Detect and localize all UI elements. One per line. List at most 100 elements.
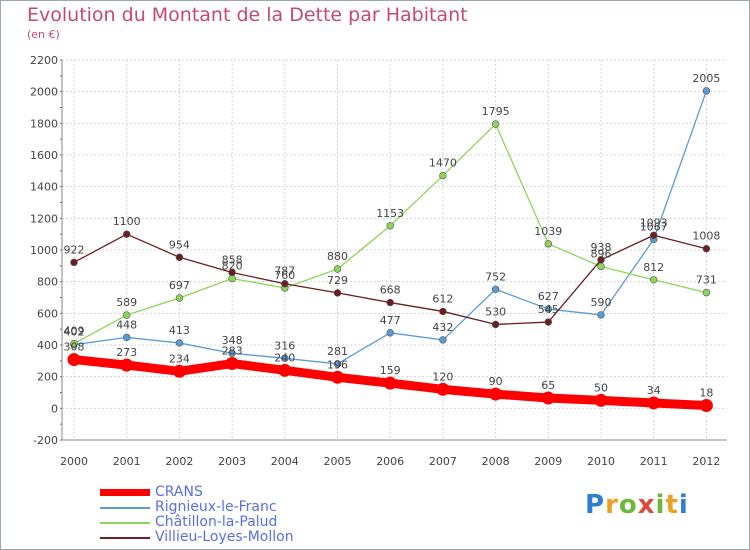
data-point xyxy=(386,298,394,307)
logo-letter: o xyxy=(618,490,638,520)
data-label: 954 xyxy=(169,238,190,251)
legend-label: Villieu-Loyes-Mollon xyxy=(155,529,294,545)
data-label: 880 xyxy=(327,250,348,263)
y-tick-label: 400 xyxy=(37,339,58,352)
data-point xyxy=(175,339,184,347)
y-tick-label: 600 xyxy=(37,307,58,320)
data-point xyxy=(70,258,78,267)
data-label: 545 xyxy=(538,303,559,316)
data-label: 240 xyxy=(274,351,295,364)
data-label: 812 xyxy=(643,261,664,274)
data-label: 18 xyxy=(699,386,713,399)
data-point xyxy=(597,256,605,264)
x-tick-label: 2001 xyxy=(113,455,141,468)
data-point xyxy=(597,262,605,271)
data-label: 413 xyxy=(169,324,190,337)
data-point xyxy=(439,336,447,344)
data-label: 612 xyxy=(432,292,453,305)
data-label: 120 xyxy=(432,370,453,383)
legend-swatch xyxy=(100,522,150,524)
data-point xyxy=(172,364,186,378)
data-point xyxy=(281,280,289,288)
data-point xyxy=(491,120,500,128)
data-point xyxy=(649,231,658,239)
legend-label: Rignieux-le-Franc xyxy=(155,499,277,515)
data-label: 2005 xyxy=(692,72,720,85)
x-tick-label: 2009 xyxy=(534,455,562,468)
data-point xyxy=(333,265,342,273)
data-point xyxy=(386,222,394,230)
data-label: 729 xyxy=(327,274,348,287)
data-label: 697 xyxy=(169,279,190,292)
data-label: 34 xyxy=(647,384,661,397)
x-tick-label: 2006 xyxy=(376,455,404,468)
data-label: 1093 xyxy=(640,216,668,229)
data-label: 159 xyxy=(380,364,401,377)
x-tick-label: 2002 xyxy=(165,455,193,468)
data-point xyxy=(175,294,184,302)
data-point xyxy=(225,357,239,371)
x-tick-label: 2010 xyxy=(587,455,615,468)
data-point xyxy=(702,245,711,253)
data-label: 316 xyxy=(274,339,295,352)
data-point xyxy=(175,253,184,261)
data-label: 752 xyxy=(485,270,506,283)
data-point xyxy=(597,311,605,319)
data-label: 1008 xyxy=(692,230,720,243)
data-label: 760 xyxy=(274,269,295,282)
data-point xyxy=(278,363,292,377)
data-label: 409 xyxy=(64,325,85,338)
data-label: 402 xyxy=(64,326,85,339)
data-label: 1067 xyxy=(640,220,668,233)
logo-letter: i xyxy=(678,490,689,520)
axes: -200 0 200 400 600 800 1000 1200 1400 1600 1800 200… xyxy=(30,54,727,468)
y-tick-label: 1200 xyxy=(30,212,58,225)
data-label: 90 xyxy=(489,375,503,388)
data-point xyxy=(67,353,81,367)
data-point xyxy=(228,268,236,277)
data-label: 448 xyxy=(116,318,137,331)
data-point xyxy=(594,393,608,407)
data-point xyxy=(439,171,447,180)
x-tick-label: 2011 xyxy=(640,455,668,468)
data-point xyxy=(383,376,397,390)
data-label: 234 xyxy=(169,352,190,365)
data-label: 922 xyxy=(64,243,85,256)
data-point xyxy=(544,318,552,326)
logo-letter: t xyxy=(665,490,679,520)
data-point xyxy=(122,230,131,238)
data-point xyxy=(491,320,500,329)
data-label: 1470 xyxy=(429,157,457,170)
data-point xyxy=(647,396,661,410)
data-point xyxy=(436,382,450,396)
x-tick-label: 2000 xyxy=(60,455,88,468)
y-tick-label: 200 xyxy=(37,371,58,384)
data-point xyxy=(122,333,131,342)
logo-letter: i xyxy=(655,490,666,520)
data-point xyxy=(228,349,236,357)
legend-label: CRANS xyxy=(155,484,203,500)
data-label: 896 xyxy=(591,247,612,260)
logo-letter: x xyxy=(637,490,656,520)
y-tick-label: 1000 xyxy=(30,244,58,257)
y-tick-label: 1600 xyxy=(30,149,58,162)
y-tick-label: 0 xyxy=(51,402,58,415)
data-label: 1795 xyxy=(482,105,510,118)
data-point xyxy=(489,387,503,401)
data-point xyxy=(702,288,711,297)
data-point xyxy=(122,311,131,319)
x-tick-label: 2005 xyxy=(324,455,352,468)
data-label: 590 xyxy=(591,296,612,309)
data-label: 1039 xyxy=(534,225,562,238)
data-point xyxy=(331,370,344,384)
data-label: 281 xyxy=(327,345,348,358)
y-tick-label: 1400 xyxy=(30,181,58,194)
data-label: 1100 xyxy=(113,215,141,228)
data-point xyxy=(386,329,394,337)
data-label: 432 xyxy=(432,321,453,334)
data-point xyxy=(120,358,134,372)
data-label: 820 xyxy=(222,260,243,273)
data-point xyxy=(702,87,711,95)
logo-letter: r xyxy=(605,490,619,520)
